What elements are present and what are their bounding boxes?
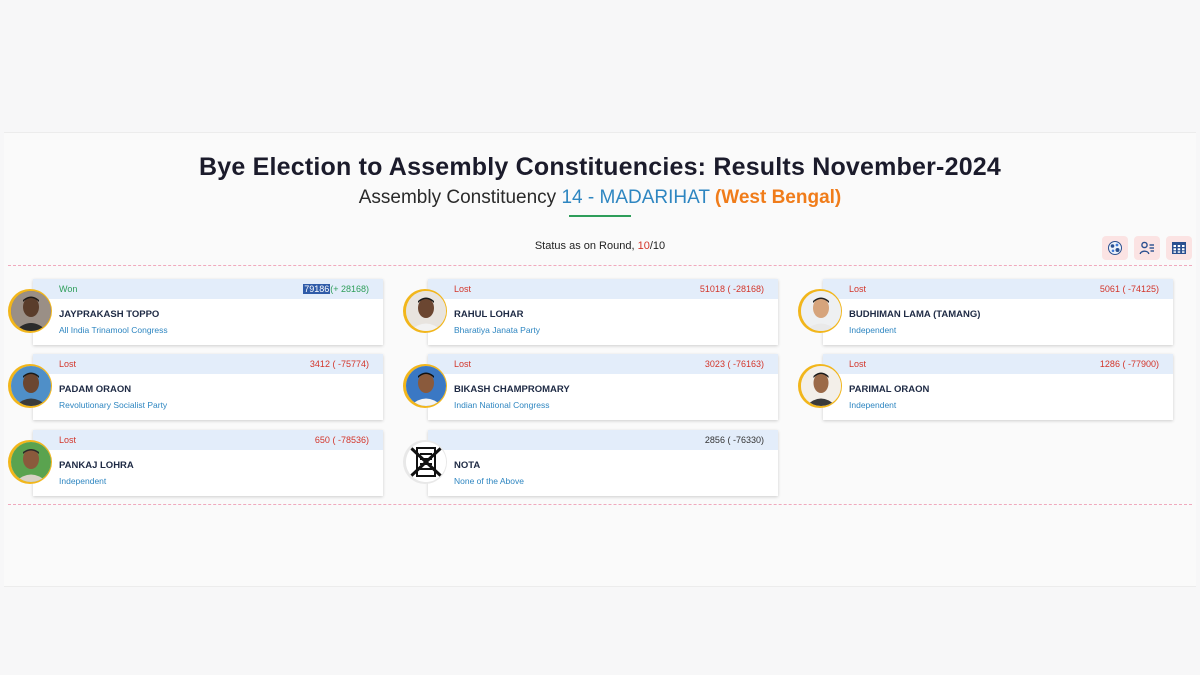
candidate-card[interactable]: Lost 1286 ( -77900) PARIMAL ORAON Indepe… [823, 354, 1173, 420]
person-photo-icon [11, 366, 51, 406]
candidate-name: PANKAJ LOHRA [59, 460, 134, 471]
candidate-name: PADAM ORAON [59, 384, 132, 395]
party-name: Bharatiya Janata Party [454, 325, 540, 335]
party-name: None of the Above [454, 476, 524, 486]
votes-margin: 5061 ( -74125) [1100, 284, 1159, 294]
candidate-name: JAYPRAKASH TOPPO [59, 309, 160, 320]
candidate-card[interactable]: Lost 650 ( -78536) PANKAJ LOHRA Independ… [33, 430, 383, 496]
votes-margin: 3023 ( -76163) [705, 359, 764, 369]
candidate-list-icon [1139, 241, 1154, 255]
vote-count: 51018 [699, 284, 725, 294]
vote-margin: ( -77900) [1122, 359, 1159, 369]
table-icon [1172, 242, 1186, 254]
party-name: Independent [849, 400, 897, 410]
candidate-avatar [8, 364, 52, 408]
party-name: Independent [59, 476, 107, 486]
divider-top [8, 265, 1192, 266]
round-status: Status as on Round, 10/10 [0, 240, 1200, 252]
votes-margin: 650 ( -78536) [315, 435, 369, 445]
candidate-avatar [403, 364, 447, 408]
divider-bottom [8, 504, 1192, 505]
vote-margin: ( -75774) [332, 359, 369, 369]
subtitle-prefix: Assembly Constituency [358, 187, 557, 208]
constituency-subtitle: Assembly Constituency 14 - MADARIHAT (We… [0, 187, 1200, 209]
person-photo-icon [406, 291, 446, 331]
person-photo-icon [406, 366, 446, 406]
vote-count: 5061 [1099, 284, 1120, 294]
table-view-button[interactable] [1166, 236, 1192, 260]
candidate-avatar [798, 289, 842, 333]
result-status: Lost [454, 284, 472, 294]
candidate-name: PARIMAL ORAON [849, 384, 930, 395]
card-header [428, 430, 778, 450]
vote-margin: ( -78536) [332, 435, 369, 445]
vote-margin: ( -76330) [727, 435, 764, 445]
nota-symbol-icon [406, 442, 446, 482]
party-name: All India Trinamool Congress [59, 325, 168, 335]
chart-view-button[interactable] [1102, 236, 1128, 260]
vote-count: 79186 [303, 284, 331, 294]
candidate-avatar [403, 440, 447, 484]
votes-margin: 1286 ( -77900) [1100, 359, 1159, 369]
candidate-card[interactable]: Lost 3023 ( -76163) BIKASH CHAMPROMARY I… [428, 354, 778, 420]
votes-margin: 79186(+ 28168) [303, 284, 369, 294]
candidate-avatar [8, 440, 52, 484]
vote-margin: ( -28168) [727, 284, 764, 294]
card-header [33, 279, 383, 299]
state-name: (West Bengal) [714, 187, 842, 208]
result-status: Lost [849, 359, 867, 369]
party-name: Indian National Congress [454, 400, 550, 410]
card-header [33, 430, 383, 450]
candidate-card[interactable]: Lost 5061 ( -74125) BUDHIMAN LAMA (TAMAN… [823, 279, 1173, 345]
candidate-card[interactable]: Won 79186(+ 28168) JAYPRAKASH TOPPO All … [33, 279, 383, 345]
card-header [428, 354, 778, 374]
result-status: Lost [849, 284, 867, 294]
party-name: Revolutionary Socialist Party [59, 400, 168, 410]
round-separator: / [649, 240, 653, 252]
candidate-card[interactable]: 2856 ( -76330) NOTA None of the Above [428, 430, 778, 496]
vote-count: 650 [314, 435, 330, 445]
candidate-card[interactable]: Lost 51018 ( -28168) RAHUL LOHAR Bharati… [428, 279, 778, 345]
vote-count: 3023 [704, 359, 725, 369]
vote-margin: ( -74125) [1122, 284, 1159, 294]
card-header [823, 354, 1173, 374]
person-photo-icon [11, 291, 51, 331]
result-status: Lost [59, 435, 77, 445]
party-name: Independent [849, 325, 897, 335]
candidate-list-button[interactable] [1134, 236, 1160, 260]
candidate-name: RAHUL LOHAR [454, 309, 524, 320]
person-photo-icon [11, 442, 51, 482]
constituency-name: 14 - MADARIHAT [561, 187, 710, 208]
person-photo-icon [801, 291, 841, 331]
title-underline [569, 215, 631, 217]
votes-margin: 3412 ( -75774) [310, 359, 369, 369]
round-current: 10 [637, 240, 650, 252]
votes-margin: 2856 ( -76330) [705, 435, 764, 445]
votes-margin: 51018 ( -28168) [700, 284, 764, 294]
vote-count: 2856 [704, 435, 725, 445]
round-status-label: Status as on Round, [534, 240, 635, 252]
candidate-name: NOTA [454, 460, 481, 471]
page-title: Bye Election to Assembly Constituencies:… [199, 153, 1001, 181]
card-header [428, 279, 778, 299]
card-header [823, 279, 1173, 299]
candidate-avatar [798, 364, 842, 408]
result-status: Lost [454, 359, 472, 369]
person-photo-icon [801, 366, 841, 406]
candidate-avatar [403, 289, 447, 333]
vote-count: 3412 [309, 359, 330, 369]
view-toolbar [1102, 236, 1192, 260]
candidate-name: BIKASH CHAMPROMARY [454, 384, 570, 395]
result-status: Lost [59, 359, 77, 369]
result-status: Won [59, 284, 78, 294]
candidate-card[interactable]: Lost 3412 ( -75774) PADAM ORAON Revoluti… [33, 354, 383, 420]
vote-count: 1286 [1099, 359, 1120, 369]
vote-margin: (+ 28168) [330, 284, 369, 294]
round-total: 10 [652, 240, 666, 252]
candidate-name: BUDHIMAN LAMA (TAMANG) [849, 309, 981, 320]
card-header [33, 354, 383, 374]
candidate-avatar [8, 289, 52, 333]
vote-margin: ( -76163) [727, 359, 764, 369]
chart-icon [1108, 241, 1122, 255]
